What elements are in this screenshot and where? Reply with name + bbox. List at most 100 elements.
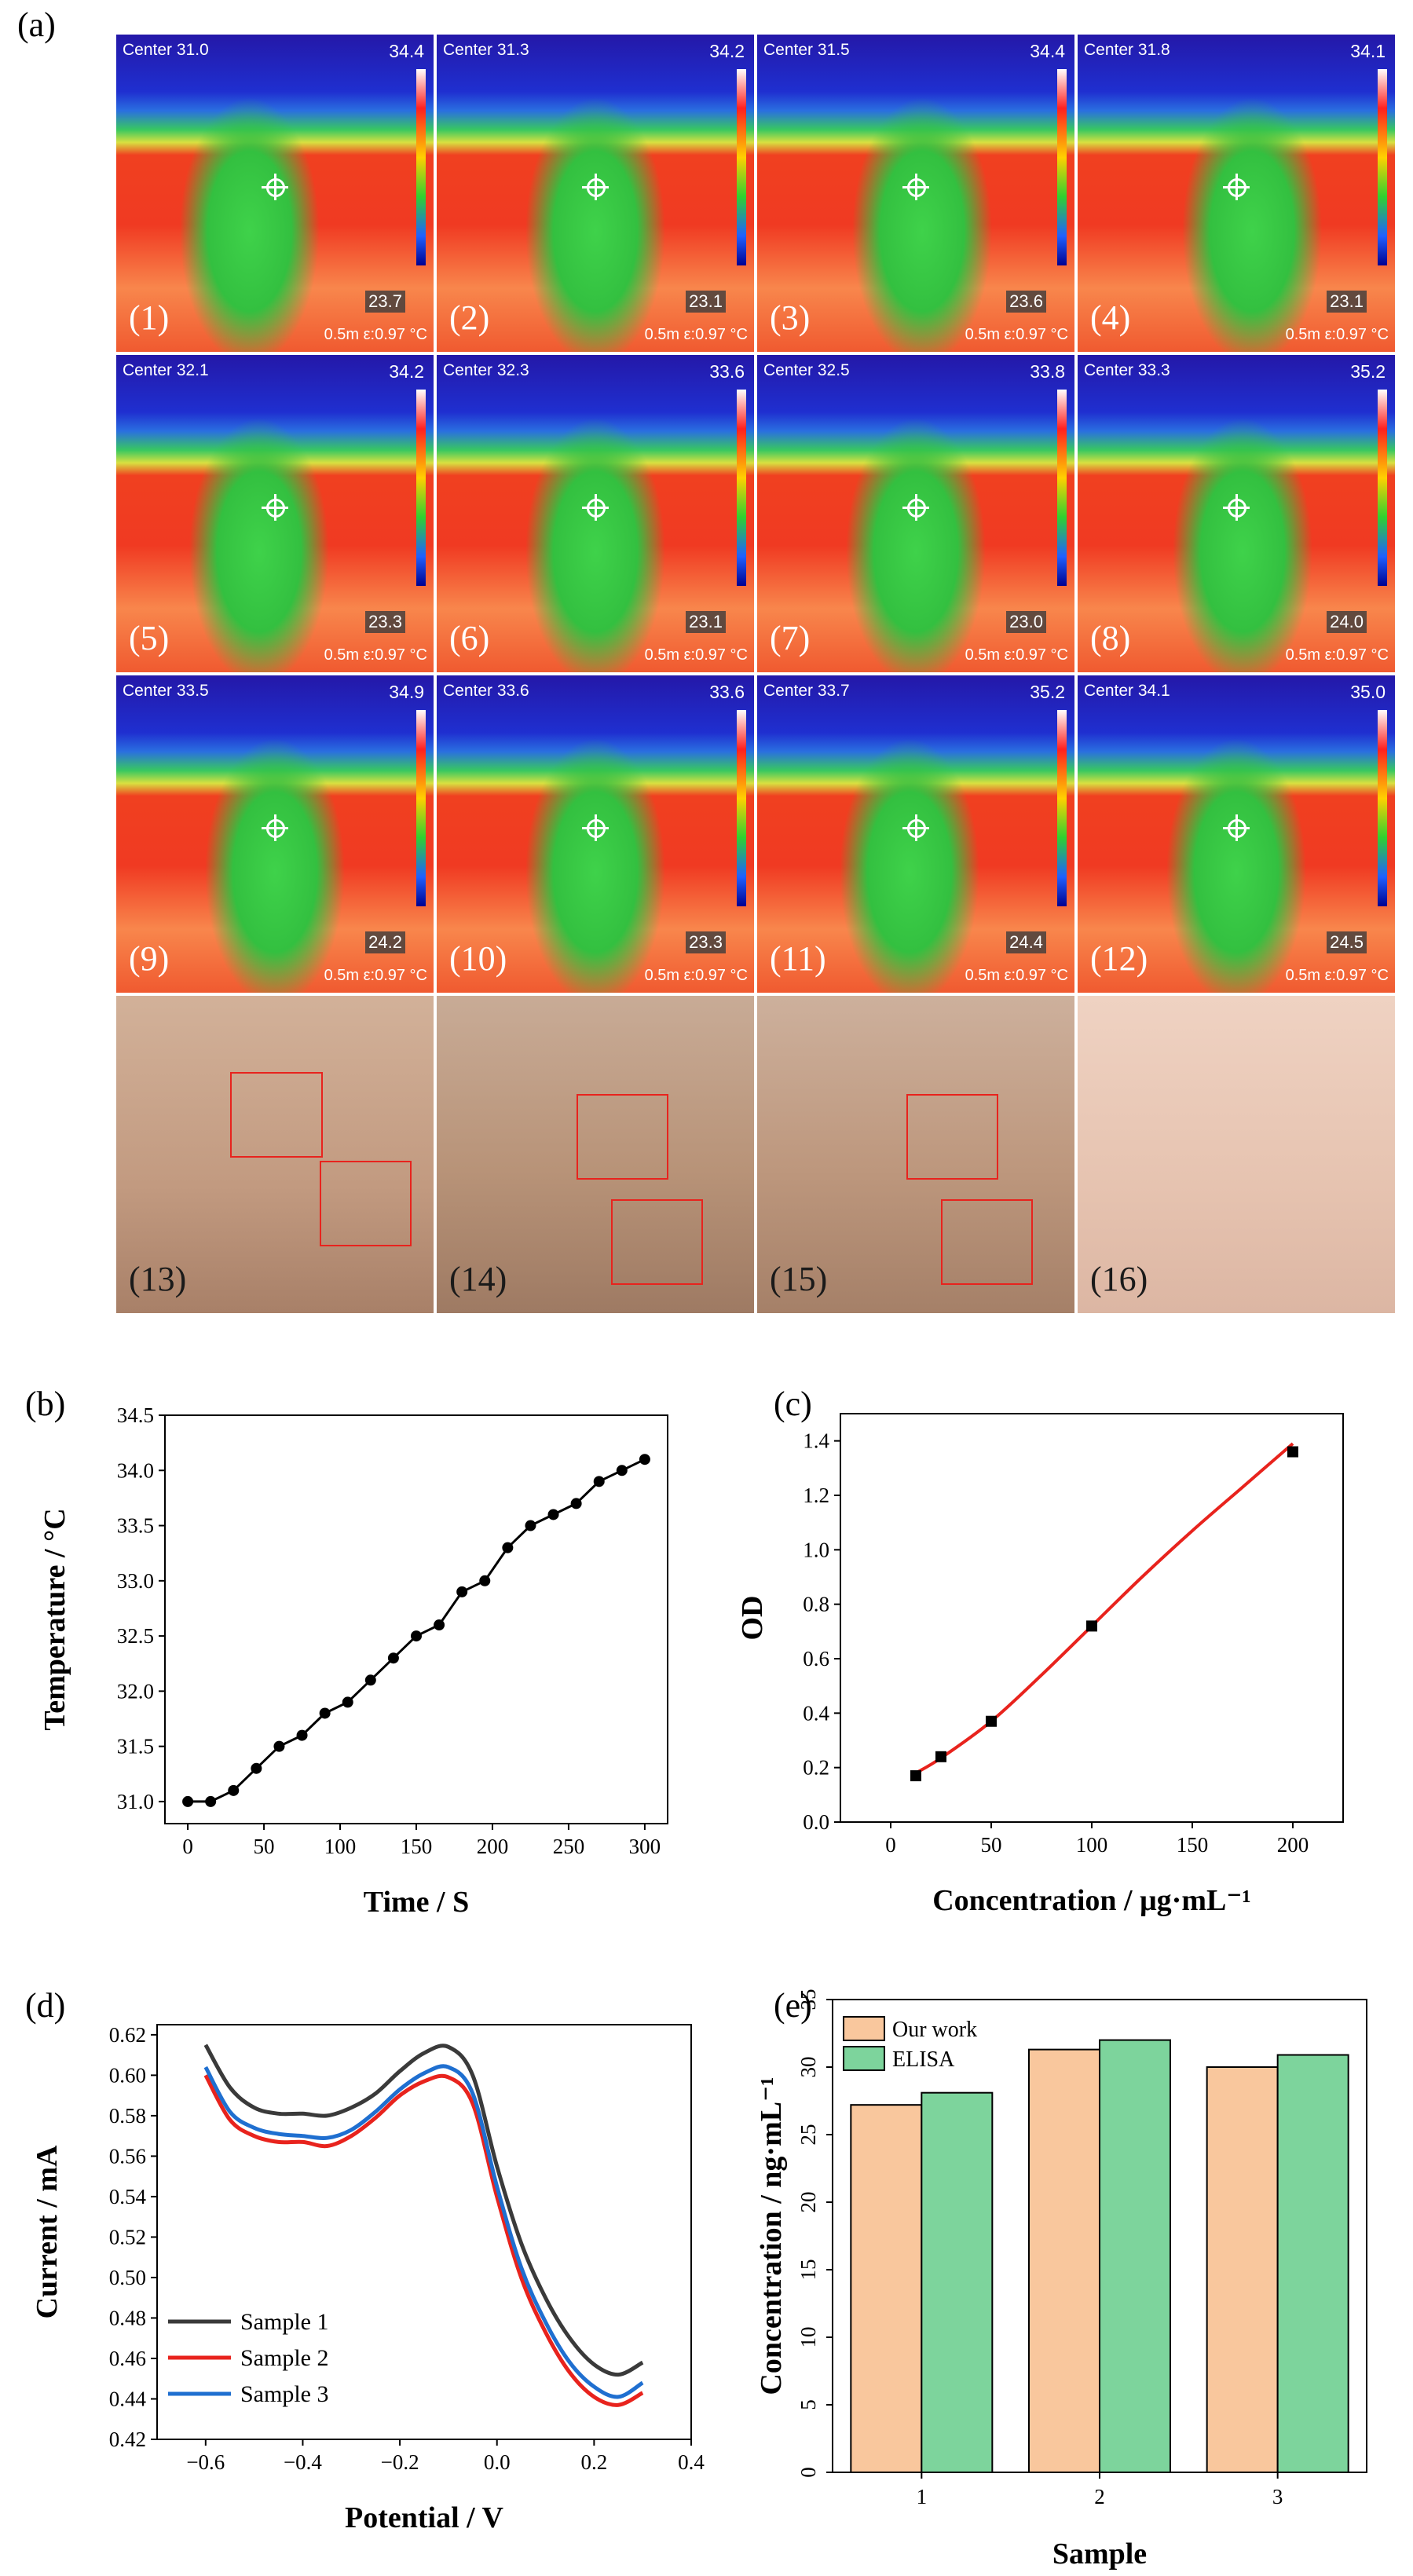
crosshair-icon <box>262 814 288 841</box>
ir-max-readout: 33.6 <box>709 682 745 702</box>
data-point <box>296 1729 308 1741</box>
ir-distance-emissivity: 0.5m ε:0.97 °C <box>965 646 1068 664</box>
data-point <box>182 1795 194 1807</box>
y-tick-label: 0.42 <box>109 2428 146 2451</box>
x-tick-label: 100 <box>1076 1833 1108 1857</box>
x-axis-label: Time / S <box>364 1886 469 1919</box>
ir-min-readout: 23.3 <box>686 931 726 953</box>
y-axis-label: OD <box>736 1596 769 1641</box>
ir-min-readout: 24.0 <box>1327 611 1367 633</box>
ir-min-readout: 23.1 <box>686 291 726 313</box>
region-marker-box <box>319 1161 412 1247</box>
bar <box>850 2104 923 2473</box>
skin-photo: (16) <box>1078 996 1395 1313</box>
y-tick-label: 0.58 <box>109 2104 146 2128</box>
series-line <box>203 2044 644 2377</box>
ir-color-scale <box>737 390 746 586</box>
ir-distance-emissivity: 0.5m ε:0.97 °C <box>1285 646 1389 664</box>
y-tick-label: 34.0 <box>117 1458 154 1482</box>
thermal-image: Center 31.8 34.1 23.1 0.5m ε:0.97 °C (4) <box>1078 35 1395 352</box>
legend-swatch <box>843 2016 885 2041</box>
crosshair-icon <box>582 173 609 200</box>
plot-frame <box>156 2024 692 2440</box>
ir-max-readout: 33.6 <box>709 361 745 382</box>
ir-color-scale <box>1057 69 1067 265</box>
legend-label: Our work <box>892 2018 977 2042</box>
thermal-image: Center 33.6 33.6 23.3 0.5m ε:0.97 °C (10) <box>437 675 754 993</box>
ir-min-readout: 24.4 <box>1006 931 1046 953</box>
thermal-image-grid: Center 31.0 34.4 23.7 0.5m ε:0.97 °C (1) Cent… <box>116 35 1397 1323</box>
ir-min-readout: 24.2 <box>365 931 405 953</box>
thermal-image: Center 31.3 34.2 23.1 0.5m ε:0.97 °C (2) <box>437 35 754 352</box>
legend-swatch <box>843 2046 885 2071</box>
temperature-time-chart: 0 50 100 150 200 250 300 31.0 31.5 32.0 32.5 33.0 33… <box>38 1403 668 1919</box>
current-potential-chart: −0.6 −0.4 −0.2 0.0 0.2 0.4 0.42 0.44 0.46 0.48 0.5… <box>31 2023 705 2534</box>
data-point <box>342 1696 353 1708</box>
ir-max-readout: 35.2 <box>1030 682 1065 702</box>
x-tick-label: 0.2 <box>580 2450 607 2474</box>
data-point <box>593 1476 605 1487</box>
data-point <box>251 1762 262 1774</box>
ir-color-scale <box>1378 69 1387 265</box>
y-tick-label: 32.0 <box>117 1679 154 1703</box>
region-marker-box <box>906 1094 998 1180</box>
ir-min-readout: 24.5 <box>1327 931 1367 953</box>
x-tick-label: −0.6 <box>186 2450 225 2474</box>
x-tick-label: 2 <box>1094 2485 1105 2508</box>
ir-distance-emissivity: 0.5m ε:0.97 °C <box>324 646 427 664</box>
image-number: (7) <box>770 619 811 657</box>
ir-color-scale <box>1057 710 1067 906</box>
image-number: (15) <box>770 1260 828 1298</box>
image-number: (12) <box>1090 939 1148 978</box>
ir-center-readout: Center 33.5 <box>123 682 209 700</box>
ir-color-scale <box>1378 710 1387 906</box>
ir-min-readout: 23.3 <box>365 611 405 633</box>
series-line <box>203 2073 644 2407</box>
data-point <box>434 1619 445 1631</box>
bar <box>1099 2039 1171 2474</box>
y-tick-label: 10 <box>796 2327 820 2348</box>
y-tick-label: 30 <box>796 2057 820 2078</box>
ir-color-scale <box>416 390 426 586</box>
data-point <box>525 1520 536 1531</box>
ir-max-readout: 34.4 <box>389 41 424 61</box>
thermal-image: Center 32.3 33.6 23.1 0.5m ε:0.97 °C (6) <box>437 355 754 672</box>
ir-center-readout: Center 34.1 <box>1084 682 1170 700</box>
image-number: (8) <box>1090 619 1131 657</box>
y-tick-label: 1.2 <box>803 1484 829 1507</box>
ir-center-readout: Center 32.1 <box>123 361 209 379</box>
series-line <box>188 1458 646 1803</box>
x-tick-label: 3 <box>1272 2485 1283 2508</box>
skin-photo: (13) <box>116 996 434 1313</box>
panel-label-a: (a) <box>17 5 56 44</box>
y-tick-label: 0.54 <box>109 2185 147 2208</box>
crosshair-icon <box>1223 173 1250 200</box>
legend-label: ELISA <box>892 2047 955 2072</box>
y-tick-label: 34.5 <box>117 1403 154 1427</box>
thermal-image: Center 31.0 34.4 23.7 0.5m ε:0.97 °C (1) <box>116 35 434 352</box>
ir-color-scale <box>1378 390 1387 586</box>
crosshair-icon <box>902 814 929 841</box>
region-marker-box <box>576 1094 668 1180</box>
data-point <box>616 1465 628 1476</box>
image-number: (14) <box>449 1260 507 1298</box>
ir-max-readout: 34.2 <box>709 41 745 61</box>
ir-max-readout: 35.2 <box>1350 361 1386 382</box>
ir-center-readout: Center 32.3 <box>443 361 529 379</box>
image-number: (3) <box>770 298 811 337</box>
ir-max-readout: 34.1 <box>1350 41 1386 61</box>
panel-label-b: (b) <box>25 1385 66 1423</box>
ir-center-readout: Center 33.7 <box>763 682 850 700</box>
thermal-image: Center 33.5 34.9 24.2 0.5m ε:0.97 °C (9) <box>116 675 434 993</box>
ir-distance-emissivity: 0.5m ε:0.97 °C <box>644 326 748 343</box>
data-point <box>502 1542 514 1553</box>
y-axis-label: Concentration / ng·mL⁻¹ <box>755 2077 788 2395</box>
ir-max-readout: 34.2 <box>389 361 424 382</box>
image-number: (9) <box>129 939 170 978</box>
data-point <box>935 1751 946 1762</box>
ir-color-scale <box>737 69 746 265</box>
ir-color-scale <box>416 710 426 906</box>
y-tick-label: 0.46 <box>109 2347 146 2370</box>
ir-color-scale <box>737 710 746 906</box>
skin-photo: (15) <box>757 996 1074 1313</box>
